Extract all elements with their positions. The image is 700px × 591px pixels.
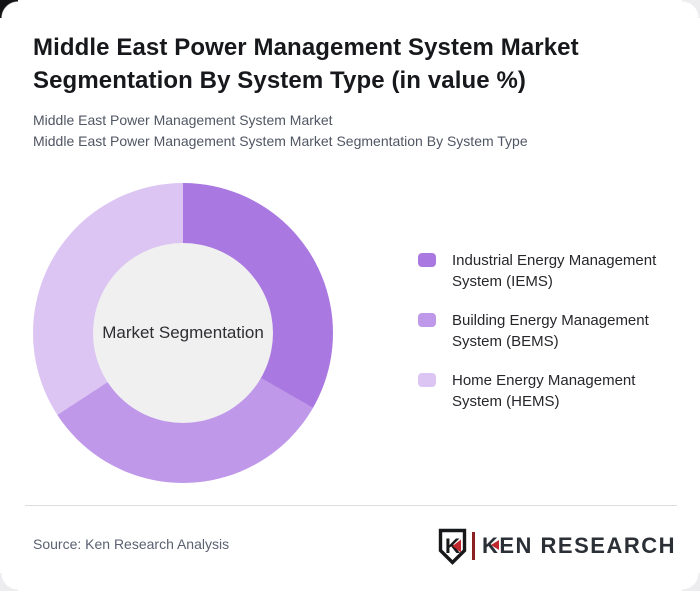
subtitle-block: Middle East Power Management System Mark…	[33, 110, 673, 152]
subtitle-line-2: Middle East Power Management System Mark…	[33, 133, 528, 149]
screenshot-corner-top-right	[682, 0, 700, 18]
donut-chart-area: Market Segmentation	[33, 183, 333, 483]
source-note: Source: Ken Research Analysis	[33, 536, 230, 552]
logo-separator	[471, 532, 475, 560]
legend-item-iems: Industrial Energy Management System (IEM…	[418, 250, 666, 292]
legend-label: Industrial Energy Management System (IEM…	[452, 252, 657, 290]
chart-legend: Industrial Energy Management System (IEM…	[418, 250, 666, 430]
subtitle-line-1: Middle East Power Management System Mark…	[33, 112, 333, 128]
logo-wordmark: KEN RESEARCH	[481, 533, 676, 558]
legend-swatch	[418, 313, 436, 327]
footer-divider	[25, 505, 677, 506]
legend-label: Home Energy Management System (HEMS)	[452, 372, 636, 410]
donut-hole: Market Segmentation	[93, 243, 273, 423]
legend-swatch	[418, 373, 436, 387]
screenshot-corner-top-left	[0, 0, 18, 18]
red-triangle-icon	[490, 540, 499, 550]
red-triangle-icon	[452, 539, 461, 552]
screenshot-corner-bottom-left	[0, 573, 18, 591]
page-title: Middle East Power Management System Mark…	[33, 34, 579, 94]
legend-swatch	[418, 253, 436, 267]
donut-center-label: Market Segmentation	[102, 323, 264, 342]
legend-label: Building Energy Management System (BEMS)	[452, 312, 649, 350]
ken-research-logo: K KEN RESEARCH	[438, 527, 676, 565]
legend-item-hems: Home Energy Management System (HEMS)	[418, 370, 666, 412]
legend-item-bems: Building Energy Management System (BEMS)	[418, 310, 666, 352]
screenshot-corner-bottom-right	[682, 573, 700, 591]
svg-text:K: K	[445, 535, 460, 558]
ken-research-shield-icon: K	[438, 528, 467, 565]
